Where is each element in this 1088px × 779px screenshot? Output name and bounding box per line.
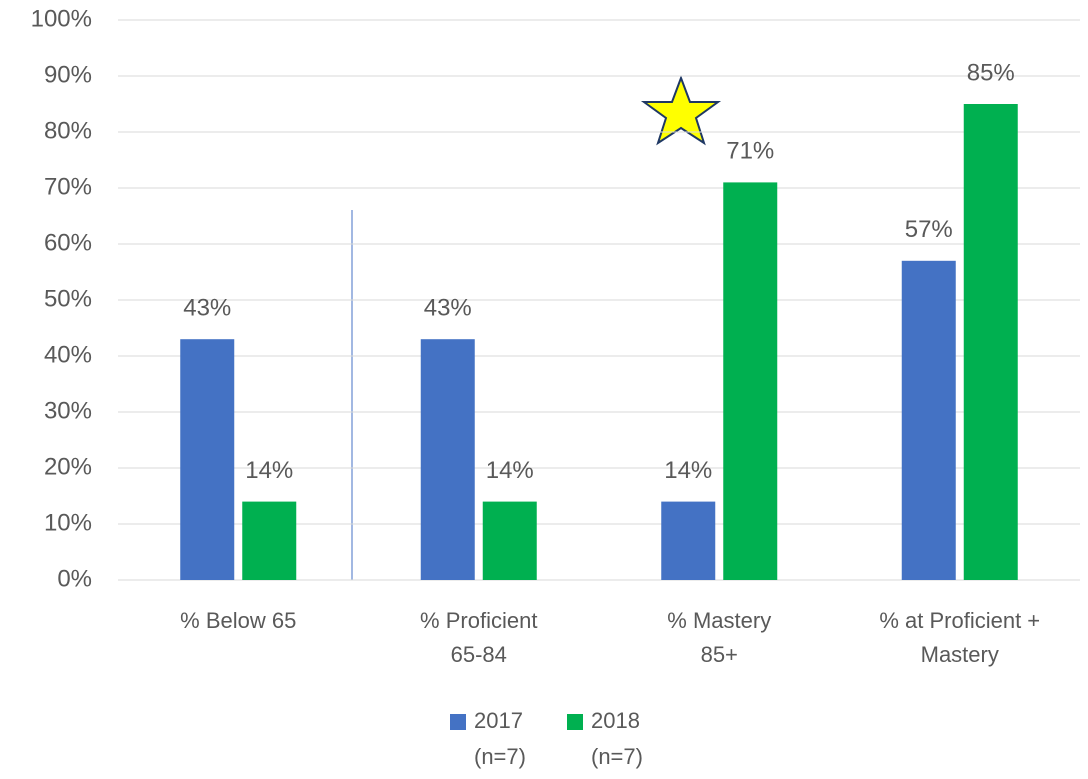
y-tick-label: 40% (44, 341, 92, 368)
y-tick-label: 80% (44, 117, 92, 144)
bar (180, 339, 235, 580)
y-tick-label: 100% (31, 5, 92, 32)
bar (901, 260, 956, 580)
bar (482, 501, 537, 580)
bar (661, 501, 716, 580)
y-tick-label: 70% (44, 173, 92, 200)
y-tick-label: 50% (44, 285, 92, 312)
data-label: 43% (183, 295, 231, 322)
x-tick-label: % Below 65 (180, 608, 297, 633)
x-tick-label: % Proficient 65-84 (420, 608, 538, 667)
bar (723, 182, 778, 580)
y-tick-label: 90% (44, 61, 92, 88)
x-tick-label: % Mastery 85+ (667, 608, 772, 667)
bar (963, 104, 1018, 580)
data-label: 14% (486, 457, 534, 484)
data-label: 57% (905, 216, 953, 243)
data-label: 14% (664, 457, 712, 484)
bar (242, 501, 297, 580)
y-tick-label: 60% (44, 229, 92, 256)
data-label: 71% (726, 138, 774, 165)
legend-swatch (567, 714, 583, 730)
legend-label: 2018 (n=7) (591, 708, 643, 769)
data-label: 43% (424, 295, 472, 322)
legend-label: 2017 (n=7) (474, 708, 526, 769)
data-label: 14% (245, 457, 293, 484)
star-icon (640, 75, 722, 146)
y-tick-label: 0% (57, 565, 92, 592)
y-tick-label: 30% (44, 397, 92, 424)
y-tick-label: 10% (44, 509, 92, 536)
legend-swatch (450, 714, 466, 730)
bar (420, 339, 475, 580)
x-tick-label: % at Proficient + Mastery (879, 608, 1041, 667)
data-label: 85% (967, 59, 1015, 86)
y-tick-label: 20% (44, 453, 92, 480)
